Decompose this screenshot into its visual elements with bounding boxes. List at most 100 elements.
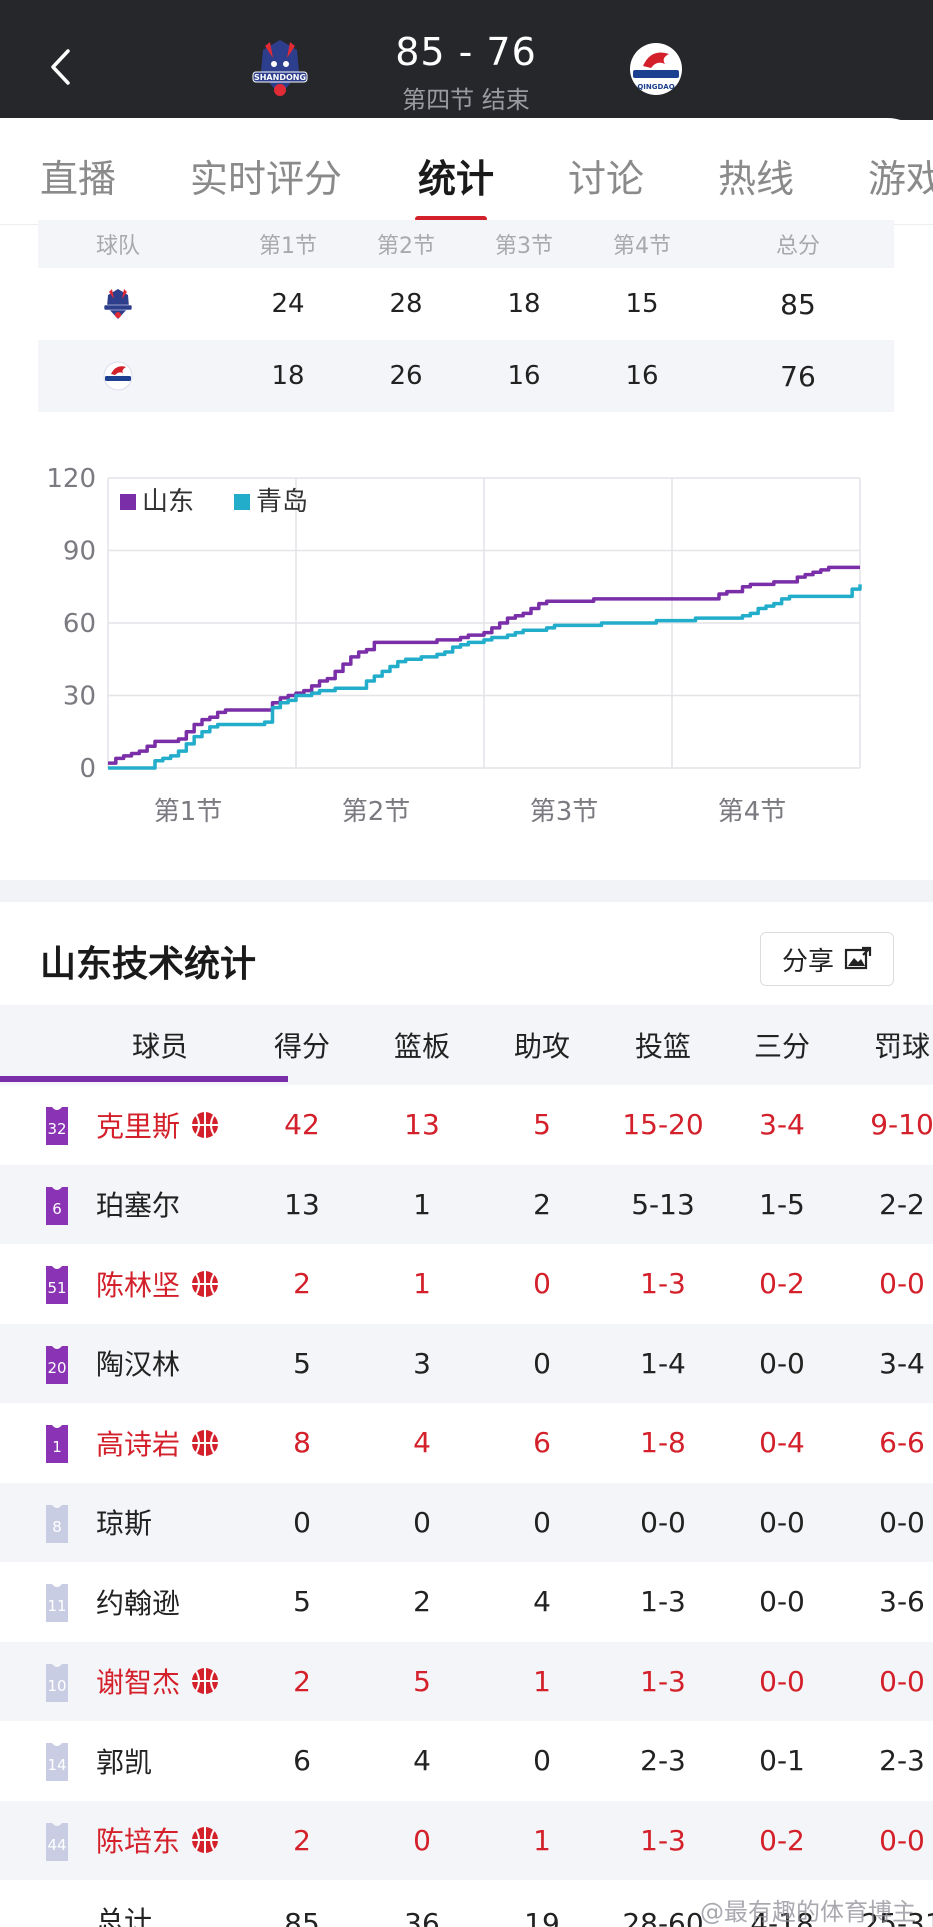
player-name[interactable]: 珀塞尔 — [96, 1165, 180, 1245]
share-label: 分享 — [781, 946, 834, 977]
stat-three-pointers: 0-0 — [759, 1346, 805, 1380]
total-stat-rebounds: 36 — [404, 1907, 440, 1927]
svg-text:20: 20 — [47, 1359, 66, 1377]
stat-three-pointers: 0-0 — [759, 1585, 805, 1619]
totals-label: 总计 — [96, 1905, 153, 1927]
jersey-icon: 14 — [46, 1743, 68, 1781]
player-row[interactable]: 32 克里斯 42 13 5 15-20 3-4 9-10 — [0, 1085, 933, 1165]
share-button[interactable]: 分享 — [760, 932, 894, 986]
stat-free-throws: 0-0 — [879, 1505, 925, 1539]
col-header-three-pointers[interactable]: 三分 — [753, 1030, 810, 1063]
col-header-assists[interactable]: 助攻 — [513, 1030, 570, 1063]
stat-three-pointers: 0-0 — [759, 1505, 805, 1539]
player-name[interactable]: 郭凯 — [96, 1721, 152, 1801]
score-q1: 24 — [271, 289, 305, 319]
series-line-0 — [108, 565, 860, 765]
player-row[interactable]: 10 谢智杰 2 5 1 1-3 0-0 0-0 — [0, 1641, 933, 1722]
score-progression-chart: 0 30 60 90 120 第1节 第2节 第3节 第4节 山东 青岛 — [0, 440, 933, 860]
jersey-icon: 10 — [46, 1663, 68, 1702]
tab-hotline[interactable]: 热线 — [718, 157, 795, 201]
stat-three-pointers: 3-4 — [759, 1108, 805, 1142]
player-name[interactable]: 克里斯 — [96, 1085, 220, 1165]
col-header-field-goals[interactable]: 投篮 — [634, 1030, 691, 1063]
section-separator — [0, 880, 933, 902]
basketball-icon — [192, 1111, 219, 1138]
player-row[interactable]: 11 约翰逊 5 2 4 1-3 0-0 3-6 — [0, 1562, 933, 1642]
stat-assists: 2 — [533, 1187, 551, 1221]
score-q4: 15 — [625, 289, 659, 319]
stat-rebounds: 4 — [413, 1744, 431, 1778]
tab-bar: 直播 实时评分 统计 讨论 热线 游戏 — [0, 118, 933, 226]
tab-discussion[interactable]: 讨论 — [568, 157, 645, 201]
svg-text:QINGDAO: QINGDAO — [637, 83, 674, 91]
legend-swatch — [234, 494, 250, 510]
stat-free-throws: 3-4 — [879, 1346, 925, 1380]
col-header-rebounds[interactable]: 篮板 — [393, 1030, 450, 1063]
active-tab-indicator — [415, 216, 487, 222]
watermark: @最有趣的体育博主 — [700, 1898, 916, 1926]
stat-field-goals: 1-8 — [640, 1426, 686, 1460]
stat-assists: 6 — [533, 1426, 551, 1460]
player-row[interactable]: 51 陈林坚 2 1 0 1-3 0-2 0-0 — [0, 1244, 933, 1324]
player-name[interactable]: 陶汉林 — [96, 1324, 180, 1404]
player-name[interactable]: 谢智杰 — [96, 1642, 220, 1722]
game-score: 85 - 76 — [395, 30, 537, 74]
player-row[interactable]: 6 珀塞尔 13 1 2 5-13 1-5 2-2 — [0, 1164, 933, 1245]
totals-row: 总计 85 36 19 28-60 4-18 25-31 — [0, 1880, 933, 1927]
tab-live[interactable]: 直播 — [40, 157, 117, 201]
jersey-icon: 32 — [46, 1107, 68, 1145]
back-button[interactable] — [40, 42, 80, 92]
player-name[interactable]: 约翰逊 — [96, 1562, 180, 1642]
stat-free-throws: 3-6 — [879, 1585, 925, 1619]
col-header-q2: 第2节 — [377, 234, 435, 259]
player-row[interactable]: 14 郭凯 6 4 0 2-3 0-1 2-3 — [0, 1721, 933, 1801]
col-header-points[interactable]: 得分 — [273, 1030, 330, 1063]
chevron-left-icon — [51, 49, 70, 85]
x-tick-label: 第2节 — [342, 797, 411, 827]
col-header-free-throws[interactable]: 罚球 — [873, 1030, 930, 1063]
player-name[interactable]: 陈培东 — [96, 1801, 220, 1881]
y-tick-label: 120 — [46, 464, 96, 494]
legend-swatch — [120, 494, 136, 510]
player-name[interactable]: 高诗岩 — [96, 1403, 220, 1483]
player-name-text: 高诗岩 — [96, 1427, 181, 1461]
player-row[interactable]: 20 陶汉林 5 3 0 1-4 0-0 3-4 — [0, 1323, 933, 1404]
tab-games[interactable]: 游戏 — [868, 157, 933, 201]
stat-assists: 0 — [533, 1267, 551, 1301]
qingdao-logo[interactable]: QINGDAO — [621, 36, 691, 102]
y-tick-label: 90 — [63, 537, 96, 567]
total-stat-three-pointers: 4-18 — [750, 1907, 814, 1927]
player-name[interactable]: 陈林坚 — [96, 1244, 220, 1324]
score-total: 76 — [780, 359, 816, 393]
stat-three-pointers: 1-5 — [759, 1187, 805, 1221]
stat-three-pointers: 0-0 — [759, 1664, 805, 1698]
player-row[interactable]: 1 高诗岩 8 4 6 1-8 0-4 6-6 — [0, 1403, 933, 1483]
series-line-1 — [108, 584, 862, 770]
stat-assists: 0 — [533, 1744, 551, 1778]
jersey-icon: 6 — [46, 1186, 68, 1225]
stat-three-pointers: 0-2 — [759, 1823, 805, 1857]
stat-three-pointers: 0-1 — [759, 1744, 805, 1778]
tab-stats[interactable]: 统计 — [418, 157, 495, 201]
stat-field-goals: 1-3 — [640, 1664, 686, 1698]
col-header-total: 总分 — [775, 234, 820, 259]
basketball-icon — [192, 1429, 219, 1456]
stat-free-throws: 2-2 — [879, 1187, 925, 1221]
stat-rebounds: 5 — [413, 1664, 431, 1698]
stat-field-goals: 1-3 — [640, 1823, 686, 1857]
shandong-logo[interactable]: SHANDONG — [245, 36, 315, 102]
player-row[interactable]: 8 琼斯 0 0 0 0-0 0-0 0-0 — [0, 1482, 933, 1563]
stat-points: 42 — [284, 1108, 320, 1142]
legend-label: 山东 — [142, 487, 194, 517]
x-tick-label: 第1节 — [154, 797, 223, 827]
tab-live-rating[interactable]: 实时评分 — [190, 157, 343, 201]
score-q1: 18 — [271, 361, 305, 391]
player-row[interactable]: 44 陈培东 2 0 1 1-3 0-2 0-0 — [0, 1800, 933, 1881]
stat-rebounds: 1 — [413, 1267, 431, 1301]
player-name[interactable]: 琼斯 — [96, 1483, 152, 1563]
col-header-q3: 第3节 — [495, 234, 553, 259]
stat-points: 13 — [284, 1187, 320, 1221]
col-header-player[interactable]: 球员 — [131, 1030, 188, 1063]
game-header: SHANDONG 85 - 76 第四节 结束 QINGDAO — [0, 0, 933, 120]
jersey-icon: 20 — [46, 1345, 68, 1384]
